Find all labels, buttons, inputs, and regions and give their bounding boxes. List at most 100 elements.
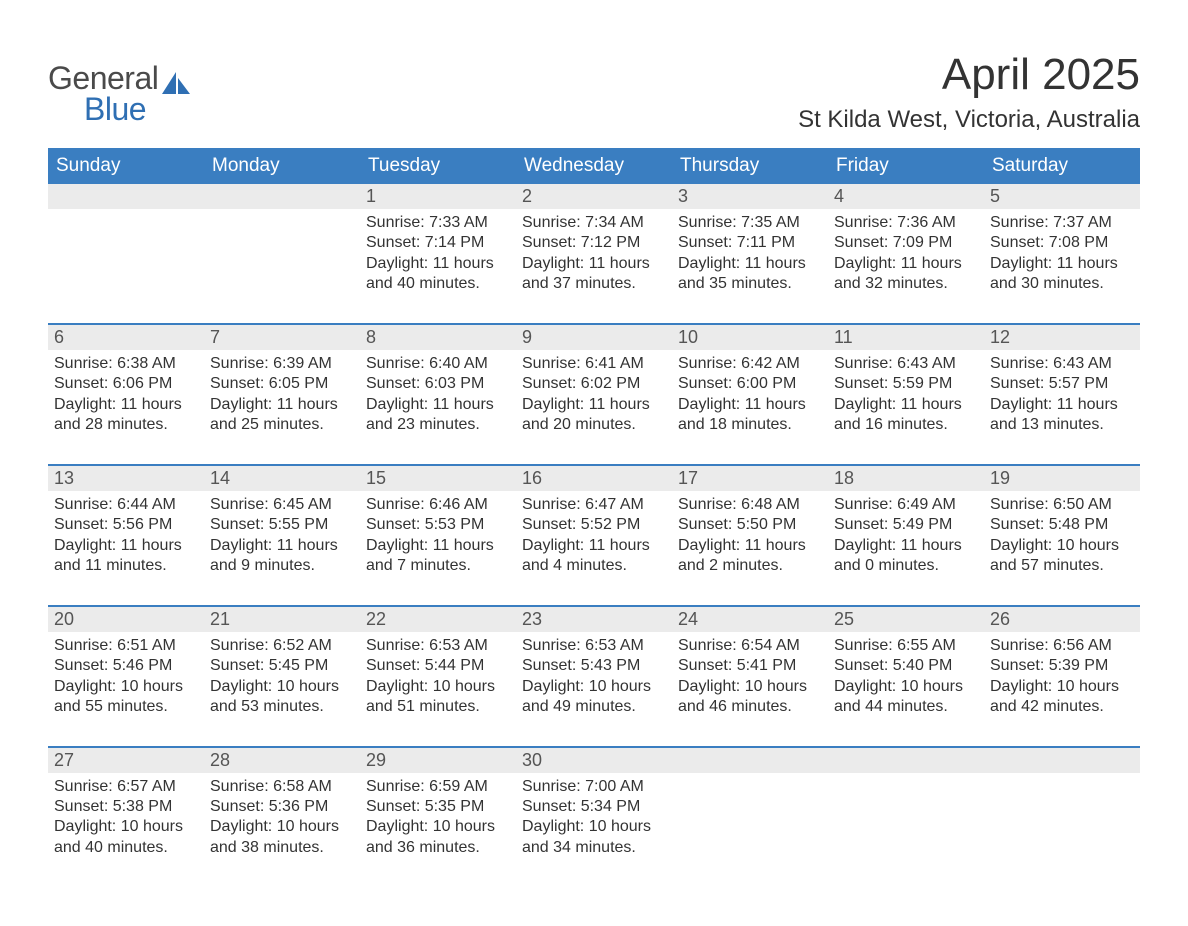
- day-body: Sunrise: 6:41 AMSunset: 6:02 PMDaylight:…: [516, 350, 672, 436]
- sunset-line: Sunset: 6:06 PM: [54, 374, 198, 394]
- sunset-line: Sunset: 5:38 PM: [54, 797, 198, 817]
- day-body: Sunrise: 6:54 AMSunset: 5:41 PMDaylight:…: [672, 632, 828, 718]
- day-cell: 23Sunrise: 6:53 AMSunset: 5:43 PMDayligh…: [516, 607, 672, 718]
- calendar-grid: SundayMondayTuesdayWednesdayThursdayFrid…: [48, 148, 1140, 886]
- day-cell: 6Sunrise: 6:38 AMSunset: 6:06 PMDaylight…: [48, 325, 204, 436]
- day-cell: 13Sunrise: 6:44 AMSunset: 5:56 PMDayligh…: [48, 466, 204, 577]
- day-number: [48, 184, 204, 209]
- logo: General Blue: [48, 50, 190, 128]
- week-row: 13Sunrise: 6:44 AMSunset: 5:56 PMDayligh…: [48, 464, 1140, 605]
- day-number: 22: [360, 607, 516, 632]
- daylight-line: Daylight: 11 hours and 11 minutes.: [54, 536, 198, 577]
- day-body: Sunrise: 6:57 AMSunset: 5:38 PMDaylight:…: [48, 773, 204, 859]
- day-number: 17: [672, 466, 828, 491]
- sunrise-line: Sunrise: 6:56 AM: [990, 636, 1134, 656]
- daylight-line: Daylight: 11 hours and 18 minutes.: [678, 395, 822, 436]
- day-of-week-header: SundayMondayTuesdayWednesdayThursdayFrid…: [48, 148, 1140, 184]
- day-number: [672, 748, 828, 773]
- day-cell: 10Sunrise: 6:42 AMSunset: 6:00 PMDayligh…: [672, 325, 828, 436]
- week-row: 27Sunrise: 6:57 AMSunset: 5:38 PMDayligh…: [48, 746, 1140, 887]
- day-body: Sunrise: 6:55 AMSunset: 5:40 PMDaylight:…: [828, 632, 984, 718]
- sunset-line: Sunset: 6:03 PM: [366, 374, 510, 394]
- day-body: Sunrise: 6:38 AMSunset: 6:06 PMDaylight:…: [48, 350, 204, 436]
- day-number: 27: [48, 748, 204, 773]
- daylight-line: Daylight: 11 hours and 32 minutes.: [834, 254, 978, 295]
- daylight-line: Daylight: 10 hours and 44 minutes.: [834, 677, 978, 718]
- day-cell: 24Sunrise: 6:54 AMSunset: 5:41 PMDayligh…: [672, 607, 828, 718]
- day-cell: 18Sunrise: 6:49 AMSunset: 5:49 PMDayligh…: [828, 466, 984, 577]
- sunrise-line: Sunrise: 6:48 AM: [678, 495, 822, 515]
- day-cell: 2Sunrise: 7:34 AMSunset: 7:12 PMDaylight…: [516, 184, 672, 295]
- day-number: 29: [360, 748, 516, 773]
- day-body: [828, 773, 984, 777]
- daylight-line: Daylight: 10 hours and 55 minutes.: [54, 677, 198, 718]
- day-number: 23: [516, 607, 672, 632]
- daylight-line: Daylight: 10 hours and 40 minutes.: [54, 817, 198, 858]
- daylight-line: Daylight: 10 hours and 38 minutes.: [210, 817, 354, 858]
- dow-cell: Sunday: [48, 148, 204, 184]
- daylight-line: Daylight: 10 hours and 57 minutes.: [990, 536, 1134, 577]
- sunset-line: Sunset: 5:44 PM: [366, 656, 510, 676]
- daylight-line: Daylight: 11 hours and 20 minutes.: [522, 395, 666, 436]
- day-body: Sunrise: 6:39 AMSunset: 6:05 PMDaylight:…: [204, 350, 360, 436]
- sunset-line: Sunset: 7:12 PM: [522, 233, 666, 253]
- day-number: 12: [984, 325, 1140, 350]
- sunrise-line: Sunrise: 6:43 AM: [990, 354, 1134, 374]
- day-cell: 14Sunrise: 6:45 AMSunset: 5:55 PMDayligh…: [204, 466, 360, 577]
- sunset-line: Sunset: 5:59 PM: [834, 374, 978, 394]
- day-body: Sunrise: 6:53 AMSunset: 5:43 PMDaylight:…: [516, 632, 672, 718]
- day-number: 20: [48, 607, 204, 632]
- day-body: Sunrise: 6:56 AMSunset: 5:39 PMDaylight:…: [984, 632, 1140, 718]
- daylight-line: Daylight: 10 hours and 36 minutes.: [366, 817, 510, 858]
- day-number: 3: [672, 184, 828, 209]
- day-body: [204, 209, 360, 213]
- day-number: 28: [204, 748, 360, 773]
- sunrise-line: Sunrise: 6:55 AM: [834, 636, 978, 656]
- sunset-line: Sunset: 5:39 PM: [990, 656, 1134, 676]
- dow-cell: Friday: [828, 148, 984, 184]
- sunset-line: Sunset: 7:09 PM: [834, 233, 978, 253]
- day-body: Sunrise: 6:48 AMSunset: 5:50 PMDaylight:…: [672, 491, 828, 577]
- sunset-line: Sunset: 7:11 PM: [678, 233, 822, 253]
- daylight-line: Daylight: 10 hours and 34 minutes.: [522, 817, 666, 858]
- sunrise-line: Sunrise: 6:59 AM: [366, 777, 510, 797]
- sunset-line: Sunset: 7:08 PM: [990, 233, 1134, 253]
- day-number: 4: [828, 184, 984, 209]
- daylight-line: Daylight: 11 hours and 0 minutes.: [834, 536, 978, 577]
- day-number: 11: [828, 325, 984, 350]
- day-cell: 8Sunrise: 6:40 AMSunset: 6:03 PMDaylight…: [360, 325, 516, 436]
- sunset-line: Sunset: 5:50 PM: [678, 515, 822, 535]
- daylight-line: Daylight: 11 hours and 7 minutes.: [366, 536, 510, 577]
- daylight-line: Daylight: 11 hours and 37 minutes.: [522, 254, 666, 295]
- day-body: [48, 209, 204, 213]
- day-body: Sunrise: 7:36 AMSunset: 7:09 PMDaylight:…: [828, 209, 984, 295]
- day-cell: 17Sunrise: 6:48 AMSunset: 5:50 PMDayligh…: [672, 466, 828, 577]
- sunset-line: Sunset: 5:48 PM: [990, 515, 1134, 535]
- header: General Blue April 2025 St Kilda West, V…: [48, 50, 1140, 134]
- sunset-line: Sunset: 6:02 PM: [522, 374, 666, 394]
- day-cell: [984, 748, 1140, 859]
- daylight-line: Daylight: 11 hours and 28 minutes.: [54, 395, 198, 436]
- day-body: Sunrise: 6:59 AMSunset: 5:35 PMDaylight:…: [360, 773, 516, 859]
- day-body: [672, 773, 828, 777]
- sail-right: [178, 78, 190, 94]
- sunset-line: Sunset: 6:00 PM: [678, 374, 822, 394]
- daylight-line: Daylight: 11 hours and 30 minutes.: [990, 254, 1134, 295]
- day-cell: 22Sunrise: 6:53 AMSunset: 5:44 PMDayligh…: [360, 607, 516, 718]
- daylight-line: Daylight: 10 hours and 51 minutes.: [366, 677, 510, 718]
- day-body: Sunrise: 6:42 AMSunset: 6:00 PMDaylight:…: [672, 350, 828, 436]
- day-number: 26: [984, 607, 1140, 632]
- week-row: 20Sunrise: 6:51 AMSunset: 5:46 PMDayligh…: [48, 605, 1140, 746]
- sunset-line: Sunset: 5:34 PM: [522, 797, 666, 817]
- sunset-line: Sunset: 5:55 PM: [210, 515, 354, 535]
- daylight-line: Daylight: 11 hours and 4 minutes.: [522, 536, 666, 577]
- daylight-line: Daylight: 11 hours and 35 minutes.: [678, 254, 822, 295]
- day-body: Sunrise: 6:50 AMSunset: 5:48 PMDaylight:…: [984, 491, 1140, 577]
- day-cell: 12Sunrise: 6:43 AMSunset: 5:57 PMDayligh…: [984, 325, 1140, 436]
- dow-cell: Saturday: [984, 148, 1140, 184]
- day-body: Sunrise: 7:34 AMSunset: 7:12 PMDaylight:…: [516, 209, 672, 295]
- day-number: 10: [672, 325, 828, 350]
- logo-word2: Blue: [84, 91, 190, 128]
- sunrise-line: Sunrise: 6:41 AM: [522, 354, 666, 374]
- sunset-line: Sunset: 5:36 PM: [210, 797, 354, 817]
